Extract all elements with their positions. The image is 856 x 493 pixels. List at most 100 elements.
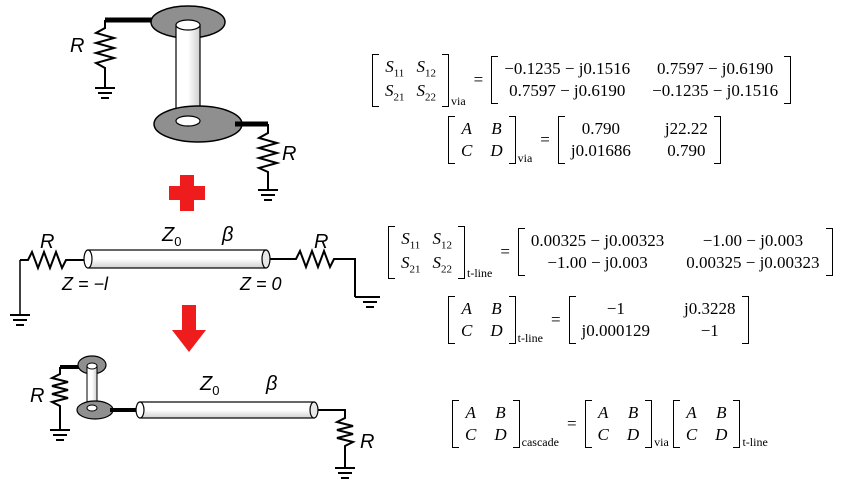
s-matrix-lhs: S11 S12 S21 S22 t-line: [388, 226, 493, 280]
matrix-subscript: via: [517, 151, 533, 165]
equals-sign: =: [550, 310, 561, 329]
resistor-icon: [20, 249, 85, 271]
cell: S12: [416, 57, 437, 80]
cell: S22: [416, 81, 437, 104]
eq-abcd-via: A B C D via = 0.790 j22.22 j0.01686 0.79…: [448, 116, 721, 165]
abcd-matrix-lhs: A B C D via: [448, 116, 533, 165]
cell: 0.7597 − j0.6190: [656, 59, 774, 79]
resistor-icon: [318, 409, 356, 460]
cell: −1.00 − j0.003: [547, 253, 648, 273]
red-down-arrow-icon: [172, 305, 206, 352]
cell: j22.22: [664, 119, 708, 138]
cell: S22: [432, 253, 453, 276]
z0-label: Z0: [161, 224, 181, 249]
cell: 0.790: [581, 119, 620, 138]
eq-cascade: A B C D cascade = A B C D via A B: [452, 400, 768, 449]
abcd-matrix-lhs: A B C D t-line: [448, 296, 543, 345]
cell: 0.7597 − j0.6190: [509, 81, 626, 101]
cell: j0.01686: [570, 141, 631, 160]
eq-s-tline: S11 S12 S21 S22 t-line = 0.00325 − j0.00…: [388, 226, 833, 280]
eq-abcd-tline: A B C D t-line = −1 j0.3228 j0.000129 −1: [448, 296, 749, 345]
cell: C: [461, 321, 473, 340]
equals-sign: =: [500, 242, 510, 262]
cell: A: [461, 299, 472, 318]
z-right-label: Z = 0: [239, 274, 282, 294]
resistor-label: R: [360, 431, 374, 453]
cell: D: [490, 321, 503, 340]
equals-sign: =: [540, 130, 550, 149]
cascade-transmission-line: [139, 401, 315, 419]
transmission-line: [87, 249, 267, 269]
cell: B: [627, 403, 639, 422]
cell: A: [465, 403, 476, 422]
resistor-label: R: [30, 385, 44, 407]
cell: D: [626, 425, 640, 444]
matrix-subscript: t-line: [467, 265, 493, 280]
cell: C: [461, 141, 473, 160]
cell: 0.00325 − j0.00323: [686, 253, 820, 273]
beta-label: β: [221, 224, 233, 246]
abcd-matrix-rhs: −1 j0.3228 j0.000129 −1: [568, 296, 749, 344]
cell: S21: [401, 253, 421, 276]
cell: −1.00 − j0.003: [702, 231, 804, 251]
cell: B: [491, 299, 502, 318]
cell: S11: [401, 229, 421, 252]
cell: S21: [385, 81, 405, 104]
cell: A: [598, 403, 609, 422]
ground-icon: [355, 296, 380, 308]
resistor-label: R: [40, 231, 54, 253]
cell: −1: [606, 299, 625, 318]
cell: j0.3228: [684, 299, 736, 318]
beta-label: β: [265, 373, 277, 395]
resistor-label: R: [70, 35, 84, 57]
cell: A: [461, 119, 472, 138]
cell: B: [491, 119, 502, 138]
cell: C: [685, 425, 698, 444]
equals-sign: =: [473, 70, 484, 90]
ground-icon: [50, 420, 70, 441]
z0-label: Z0: [199, 373, 219, 398]
cell: D: [494, 425, 507, 444]
via-barrel: [175, 24, 201, 121]
s-matrix-lhs: S11 S12 S21 S22 via: [372, 54, 466, 108]
matrix-subscript: t-line: [517, 331, 543, 345]
ground-icon: [95, 80, 115, 99]
cell: B: [716, 403, 727, 422]
cell: −0.1235 − j0.1516: [504, 59, 631, 79]
ground-icon: [335, 460, 355, 479]
cell: −0.1235 − j0.1516: [652, 81, 779, 101]
matrix-subscript: cascade: [521, 435, 559, 449]
resistor-icon: [92, 17, 158, 80]
z-left-label: Z = −l: [61, 274, 109, 294]
abcd-cascade-matrix: A B C D cascade: [452, 400, 559, 449]
resistor-icon: [270, 248, 356, 297]
cell: D: [490, 141, 503, 160]
cell: −1: [700, 321, 719, 340]
resistor-label: R: [282, 143, 296, 165]
cell: S11: [385, 57, 405, 80]
resistor-label: R: [314, 231, 328, 253]
ground-icon: [258, 182, 278, 201]
s-matrix-rhs: −0.1235 − j0.1516 0.7597 − j0.6190 0.759…: [491, 56, 792, 105]
red-plus-icon: [169, 175, 205, 211]
ground-icon: [10, 314, 30, 326]
equals-sign: =: [566, 414, 577, 433]
tline-diagram: R Z0 β Z = −l Z = 0 R: [10, 224, 380, 326]
abcd-matrix-rhs: 0.790 j22.22 j0.01686 0.790: [557, 116, 721, 164]
matrix-subscript: via: [451, 93, 466, 108]
cell: S12: [432, 229, 453, 252]
cascade-diagram: R Z0 β R: [30, 355, 374, 479]
matrix-subscript: t-line: [742, 435, 768, 449]
cell: C: [597, 425, 609, 444]
cell: A: [686, 403, 697, 422]
cell: B: [495, 403, 506, 422]
eq-s-via: S11 S12 S21 S22 via = −0.1235 − j0.1516 …: [372, 54, 792, 108]
cell: D: [715, 425, 728, 444]
abcd-via-matrix: A B C D via: [584, 400, 669, 449]
resistor-icon: [235, 121, 281, 182]
cell: C: [465, 425, 477, 444]
matrix-subscript: via: [654, 435, 669, 449]
cell: j0.000129: [581, 321, 651, 340]
cell: 0.00325 − j0.00323: [530, 231, 665, 251]
